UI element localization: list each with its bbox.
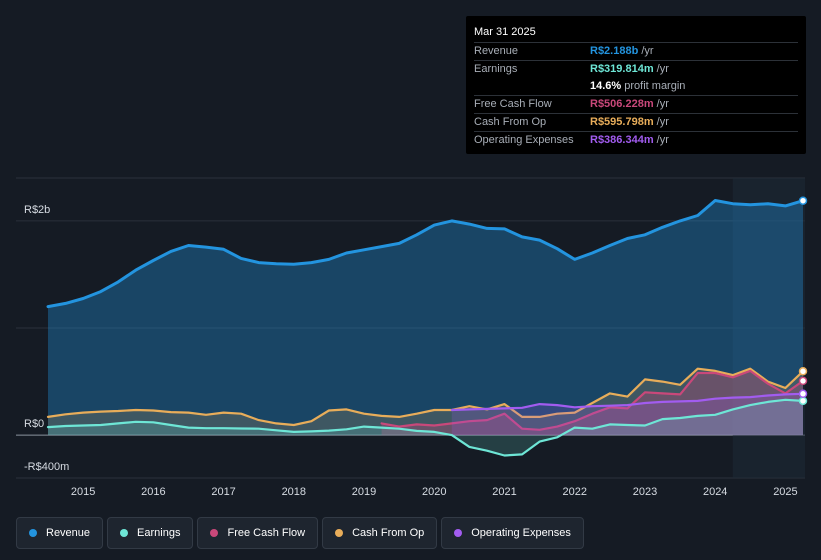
tooltip-value: R$319.814m bbox=[590, 63, 654, 75]
tooltip-row-profit-margin: 14.6% profit margin bbox=[474, 78, 798, 95]
tooltip-unit: /yr bbox=[656, 98, 669, 110]
cash-from-op-area bbox=[48, 368, 803, 436]
tooltip-label: Cash From Op bbox=[474, 116, 547, 128]
cash-from-op-line bbox=[46, 367, 805, 427]
x-axis-label: 2023 bbox=[633, 486, 657, 498]
tooltip-unit: /yr bbox=[656, 63, 669, 75]
earnings-line bbox=[46, 398, 805, 457]
tooltip-unit: profit margin bbox=[624, 80, 686, 92]
operating-expenses-end-marker bbox=[798, 389, 808, 399]
forecast-region bbox=[732, 178, 805, 478]
tooltip-value: R$2.188b bbox=[590, 45, 639, 57]
tooltip-label: Revenue bbox=[474, 45, 519, 57]
tooltip-value: 14.6% bbox=[590, 80, 622, 92]
legend-dot-icon bbox=[335, 529, 344, 537]
free-cash-flow-line bbox=[380, 369, 805, 431]
tooltip-value: R$506.228m bbox=[590, 98, 654, 110]
revenue-line bbox=[46, 199, 805, 309]
operating-expenses-line bbox=[450, 392, 805, 412]
cash-from-op-end-marker bbox=[798, 367, 808, 376]
revenue-end-marker bbox=[798, 196, 808, 205]
legend-dot-icon bbox=[454, 529, 463, 537]
x-axis-label: 2017 bbox=[211, 486, 235, 498]
y-axis-label: R$0 bbox=[24, 418, 44, 430]
x-axis-label: 2022 bbox=[563, 486, 587, 498]
tooltip-label bbox=[474, 78, 590, 95]
tooltip-row-cash-from-op: Cash From Op R$595.798m /yr bbox=[474, 113, 798, 131]
tooltip-label: Free Cash Flow bbox=[474, 98, 552, 110]
tooltip-row-free-cash-flow: Free Cash Flow R$506.228m /yr bbox=[474, 95, 798, 113]
legend-item-earnings[interactable]: Earnings bbox=[107, 517, 194, 549]
free-cash-flow-area bbox=[381, 370, 803, 436]
legend-dot-icon bbox=[29, 529, 37, 537]
x-axis-label: 2024 bbox=[703, 486, 727, 498]
legend-label: Free Cash Flow bbox=[227, 527, 306, 539]
x-axis-label: 2018 bbox=[282, 486, 306, 498]
legend-item-cash-from-op[interactable]: Cash From Op bbox=[322, 517, 438, 549]
legend-label: Revenue bbox=[46, 527, 91, 539]
x-axis-label: 2025 bbox=[773, 486, 797, 498]
y-axis-label: -R$400m bbox=[24, 461, 69, 473]
x-axis-label: 2019 bbox=[352, 486, 376, 498]
tooltip-label: Operating Expenses bbox=[474, 134, 574, 146]
legend-label: Cash From Op bbox=[352, 527, 425, 539]
earnings-area bbox=[48, 399, 803, 456]
data-tooltip: Mar 31 2025 Revenue R$2.188b /yr Earning… bbox=[466, 16, 806, 154]
legend-dot-icon bbox=[120, 529, 129, 537]
legend-label: Earnings bbox=[137, 527, 181, 539]
x-axis-label: 2020 bbox=[422, 486, 446, 498]
x-axis-label: 2016 bbox=[141, 486, 165, 498]
y-axis-label: R$2b bbox=[24, 204, 50, 216]
tooltip-label: Earnings bbox=[474, 63, 518, 75]
tooltip-unit: /yr bbox=[656, 134, 669, 146]
legend-item-operating-expenses[interactable]: Operating Expenses bbox=[441, 517, 584, 549]
chart-legend: Revenue Earnings Free Cash Flow Cash Fro… bbox=[16, 517, 584, 549]
tooltip-row-earnings: Earnings R$319.814m /yr bbox=[474, 60, 798, 78]
tooltip-row-revenue: Revenue R$2.188b /yr bbox=[474, 42, 798, 60]
legend-item-free-cash-flow[interactable]: Free Cash Flow bbox=[197, 517, 319, 549]
tooltip-date: Mar 31 2025 bbox=[474, 26, 536, 38]
revenue-area bbox=[48, 200, 803, 436]
free-cash-flow-end-marker bbox=[798, 376, 808, 386]
tooltip-row-operating-expenses: Operating Expenses R$386.344m /yr bbox=[474, 131, 798, 149]
x-axis-label: 2021 bbox=[492, 486, 516, 498]
legend-label: Operating Expenses bbox=[471, 527, 571, 539]
tooltip-unit: /yr bbox=[641, 45, 654, 57]
tooltip-unit: /yr bbox=[656, 116, 669, 128]
legend-item-revenue[interactable]: Revenue bbox=[16, 517, 104, 549]
legend-dot-icon bbox=[210, 529, 219, 537]
tooltip-value: R$595.798m bbox=[590, 116, 654, 128]
tooltip-value: R$386.344m bbox=[590, 134, 654, 146]
earnings-end-marker bbox=[798, 396, 808, 406]
x-axis-label: 2015 bbox=[71, 486, 95, 498]
